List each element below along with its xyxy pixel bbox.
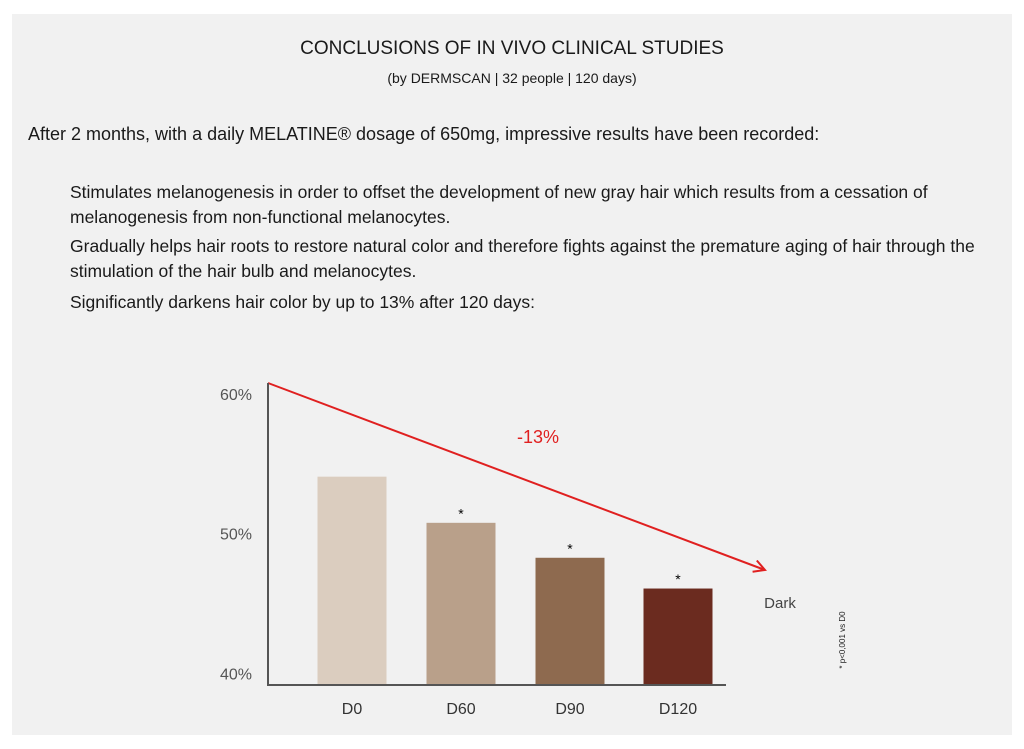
point: Significantly darkens hair color by up t… [70,292,535,312]
x-tick-label: D60 [446,701,475,718]
title: CONCLUSIONS OF IN VIVO CLINICAL STUDIES [300,38,724,59]
intro: After 2 months, with a daily MELATINE® d… [28,124,820,144]
x-tick-label: D90 [555,701,584,718]
significance-marker: * [458,506,464,522]
bar [535,557,605,684]
x-tick-label: D120 [659,701,697,718]
bar [426,522,496,684]
point: Stimulates melanogenesis in order to off… [70,182,928,227]
bar [643,588,713,684]
annotation: -13% [517,427,559,447]
y-tick-label: 50% [220,527,252,544]
trend-arrow [267,382,765,570]
significance-marker: * [675,571,681,587]
x-tick-label: D0 [342,701,363,718]
point: Gradually helps hair roots to restore na… [70,236,975,281]
end-label: Dark [764,595,796,612]
bar [317,476,387,684]
y-tick-label: 60% [220,387,252,404]
y-tick-label: 40% [220,666,252,683]
footnote: * p<0,001 vs D0 [838,611,847,669]
significance-marker: * [567,540,573,556]
points: Stimulates melanogenesis in order to off… [70,180,1000,315]
panel [12,14,1012,735]
subtitle: (by DERMSCAN | 32 people | 120 days) [387,70,637,86]
